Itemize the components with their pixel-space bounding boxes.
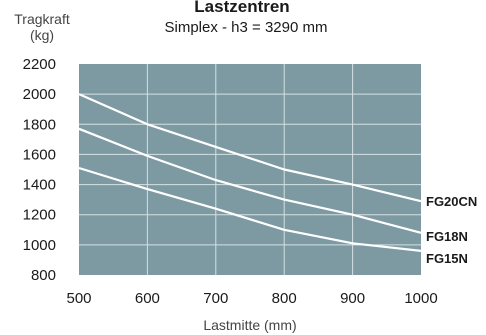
plot-background — [79, 64, 421, 275]
x-tick-label: 1000 — [404, 290, 437, 307]
series-label: FG20CN — [426, 194, 477, 209]
y-tick-label: 1800 — [23, 116, 56, 133]
series-label: FG18N — [426, 229, 468, 244]
chart-title: Lastzentren — [194, 0, 289, 16]
series-line — [78, 166, 422, 252]
y-tick-label: 800 — [31, 267, 56, 284]
series-line — [78, 93, 422, 203]
y-tick-label: 1400 — [23, 177, 56, 194]
y-tick-label: 1000 — [23, 237, 56, 254]
x-tick-label: 800 — [272, 290, 297, 307]
plot-area: 800 1000 1200 1400 1600 1800 2000 2200 500 600 700… — [23, 56, 478, 307]
x-tick-label: 500 — [66, 290, 91, 307]
series-label: FG15N — [426, 251, 468, 266]
y-tick-label: 2200 — [23, 56, 56, 73]
x-axis-label: Lastmitte (mm) — [203, 317, 296, 333]
series-line — [78, 127, 422, 234]
x-tick-label: 600 — [135, 290, 160, 307]
chart-subtitle: Simplex - h3 = 3290 mm — [165, 19, 328, 36]
y-tick-label: 2000 — [23, 86, 56, 103]
x-tick-label: 700 — [203, 290, 228, 307]
y-tick-label: 1600 — [23, 146, 56, 163]
y-axis-unit: (kg) — [30, 27, 54, 43]
y-tick-label: 1200 — [23, 207, 56, 224]
x-tick-label: 900 — [340, 290, 365, 307]
y-axis-label: Tragkraft — [14, 11, 70, 27]
